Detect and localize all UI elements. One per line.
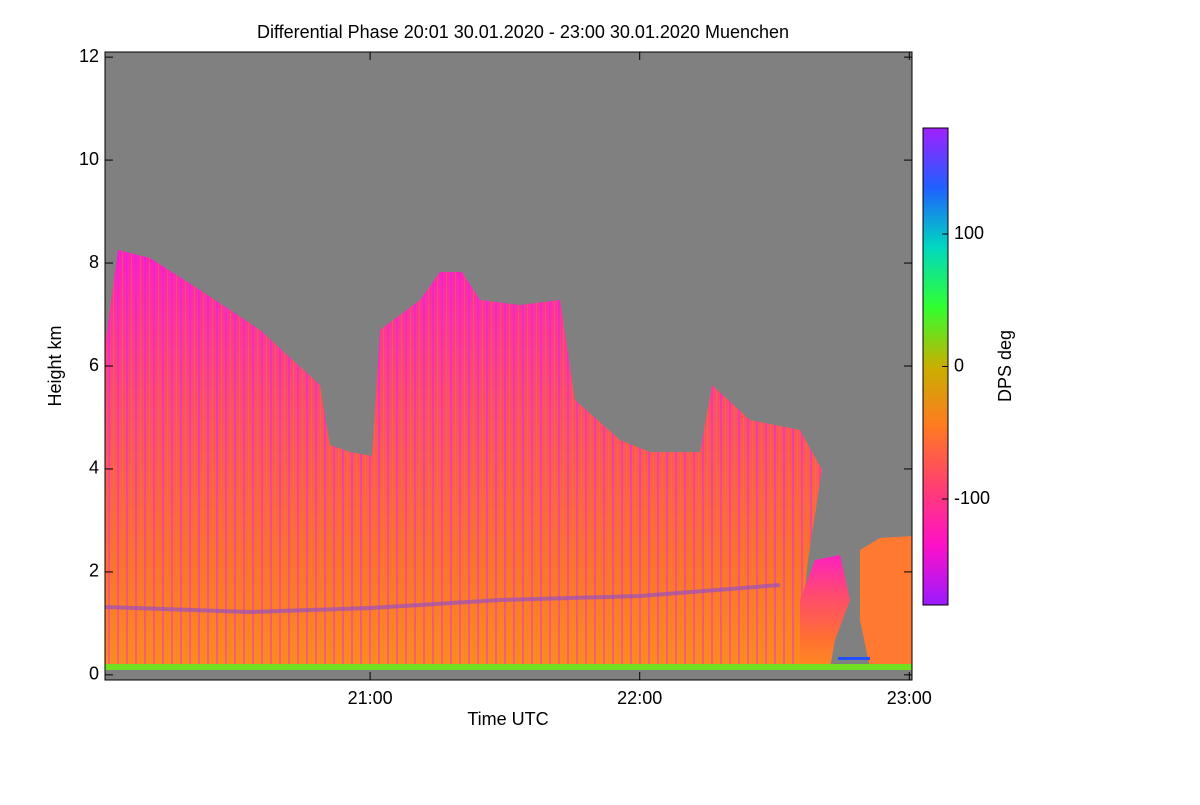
precipitation-field	[104, 250, 912, 670]
y-tick-label: 12	[79, 46, 99, 66]
y-tick-label: 4	[89, 458, 99, 478]
y-tick-label: 2	[89, 561, 99, 581]
y-tick-label: 0	[89, 664, 99, 684]
y-tick-label: 6	[89, 355, 99, 375]
colorbar-tick-label: -100	[954, 488, 990, 508]
colorbar-title: DPS deg	[995, 330, 1015, 402]
x-axis-title: Time UTC	[467, 709, 548, 729]
y-tick-label: 10	[79, 149, 99, 169]
x-tick-label: 23:00	[887, 688, 932, 708]
y-tick-label: 8	[89, 252, 99, 272]
colorbar-tick-label: 0	[954, 355, 964, 375]
x-tick-label: 22:00	[617, 688, 662, 708]
y-axis-title: Height km	[45, 325, 65, 406]
x-tick-label: 21:00	[348, 688, 393, 708]
colorbar-tick-label: 100	[954, 223, 984, 243]
chart-title: Differential Phase 20:01 30.01.2020 - 23…	[257, 22, 789, 42]
